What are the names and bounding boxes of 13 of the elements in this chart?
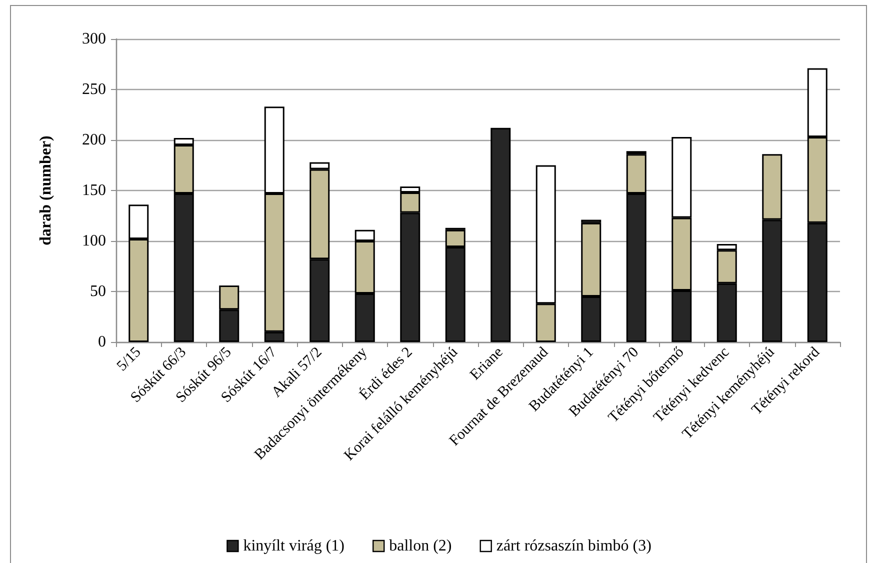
y-tick-label: 150 — [82, 182, 106, 199]
y-tick-label: 100 — [82, 232, 106, 250]
bar — [490, 128, 511, 342]
y-tick-label: 50 — [90, 283, 106, 300]
y-axis-title: darab (number) — [38, 136, 54, 246]
legend-label: ballon (2) — [389, 538, 452, 554]
y-tick-label: 200 — [82, 132, 106, 148]
y-tick-label: 250 — [82, 81, 106, 98]
legend-label: zárt rózsaszín bimbó (3) — [496, 538, 652, 554]
y-tick-label: 300 — [82, 30, 106, 48]
legend-label: kinyílt virág (1) — [243, 538, 345, 554]
x-tick-label: 5/15 — [114, 344, 144, 374]
y-tick-label: 0 — [98, 334, 106, 350]
